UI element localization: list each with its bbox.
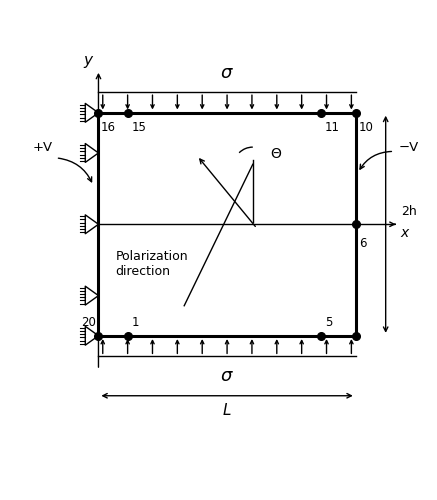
Text: x: x [401, 226, 409, 240]
Text: L: L [223, 404, 231, 418]
Text: 15: 15 [132, 122, 147, 134]
Text: 1: 1 [132, 316, 139, 330]
Text: $\Theta$: $\Theta$ [270, 146, 282, 160]
Text: 6: 6 [359, 237, 367, 250]
Text: 20: 20 [81, 316, 96, 330]
Text: 5: 5 [325, 316, 332, 330]
Text: y: y [83, 53, 92, 68]
Text: 10: 10 [359, 122, 374, 134]
Text: 11: 11 [325, 122, 340, 134]
Text: $\sigma$: $\sigma$ [220, 64, 234, 82]
Text: $\sigma$: $\sigma$ [220, 367, 234, 385]
Text: Polarization
direction: Polarization direction [116, 250, 188, 278]
Text: 16: 16 [101, 122, 116, 134]
Text: 2h: 2h [401, 205, 416, 218]
Text: +V: +V [33, 140, 53, 153]
Text: −V: −V [399, 140, 419, 153]
